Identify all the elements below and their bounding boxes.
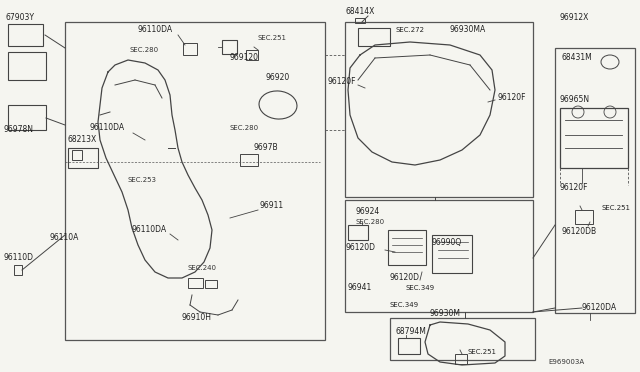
- Text: 96965N: 96965N: [560, 96, 590, 105]
- Text: 96110A: 96110A: [50, 234, 79, 243]
- Text: E969003A: E969003A: [548, 359, 584, 365]
- Text: SEC.280: SEC.280: [230, 125, 259, 131]
- Text: 96110DA: 96110DA: [90, 124, 125, 132]
- Text: 9697B: 9697B: [253, 144, 278, 153]
- Text: 96911: 96911: [260, 201, 284, 209]
- Bar: [455, 354, 467, 364]
- Text: SEC.280: SEC.280: [355, 219, 384, 225]
- Text: SEC.251: SEC.251: [258, 35, 287, 41]
- Text: 96120F: 96120F: [328, 77, 356, 87]
- Text: SEC.251: SEC.251: [602, 205, 631, 211]
- Text: SEC.251: SEC.251: [468, 349, 497, 355]
- Bar: [345, 22, 533, 197]
- Bar: [240, 154, 258, 166]
- Text: 969120: 969120: [230, 54, 259, 62]
- Text: 96920: 96920: [265, 74, 289, 83]
- Bar: [358, 28, 390, 46]
- Text: 96930M: 96930M: [430, 310, 461, 318]
- Text: SEC.272: SEC.272: [395, 27, 424, 33]
- Text: 96120DB: 96120DB: [562, 228, 597, 237]
- Text: SEC.280: SEC.280: [130, 47, 159, 53]
- Text: 96120DA: 96120DA: [582, 304, 617, 312]
- Bar: [72, 150, 82, 160]
- Bar: [246, 50, 258, 60]
- Text: 96110DA: 96110DA: [138, 26, 173, 35]
- Text: 96120F: 96120F: [560, 183, 589, 192]
- Bar: [65, 22, 325, 340]
- Text: 96930MA: 96930MA: [450, 26, 486, 35]
- Text: 96110DA: 96110DA: [132, 225, 167, 234]
- Text: 96120D: 96120D: [390, 273, 420, 282]
- Bar: [398, 338, 420, 354]
- Text: 96120D: 96120D: [345, 244, 375, 253]
- Text: 96120F: 96120F: [498, 93, 527, 103]
- Bar: [355, 18, 365, 23]
- Bar: [8, 24, 43, 46]
- Bar: [560, 108, 628, 168]
- Bar: [205, 280, 217, 288]
- Text: 96978N: 96978N: [4, 125, 34, 135]
- Bar: [8, 52, 46, 80]
- Bar: [68, 148, 98, 168]
- Text: SEC.240: SEC.240: [188, 265, 217, 271]
- Text: 96110D: 96110D: [4, 253, 34, 263]
- Bar: [575, 210, 593, 224]
- Text: 96910H: 96910H: [182, 314, 212, 323]
- Text: 68794M: 68794M: [395, 327, 426, 337]
- Bar: [345, 200, 533, 312]
- Text: SEC.349: SEC.349: [390, 302, 419, 308]
- Text: 96924: 96924: [355, 208, 380, 217]
- Bar: [390, 318, 535, 360]
- Bar: [188, 278, 203, 288]
- Bar: [14, 265, 22, 275]
- Text: 68431M: 68431M: [562, 54, 593, 62]
- Text: 68414X: 68414X: [345, 7, 374, 16]
- Bar: [8, 105, 46, 130]
- Bar: [222, 40, 237, 54]
- Text: SEC.253: SEC.253: [128, 177, 157, 183]
- Text: 68213X: 68213X: [68, 135, 97, 144]
- Text: 96990Q: 96990Q: [432, 237, 462, 247]
- Bar: [388, 230, 426, 265]
- Text: 96912X: 96912X: [560, 13, 589, 22]
- Text: 67903Y: 67903Y: [6, 13, 35, 22]
- Bar: [432, 235, 472, 273]
- Text: 96941: 96941: [348, 283, 372, 292]
- Bar: [183, 43, 197, 55]
- Bar: [348, 225, 368, 240]
- Bar: [555, 48, 635, 313]
- Text: SEC.349: SEC.349: [405, 285, 434, 291]
